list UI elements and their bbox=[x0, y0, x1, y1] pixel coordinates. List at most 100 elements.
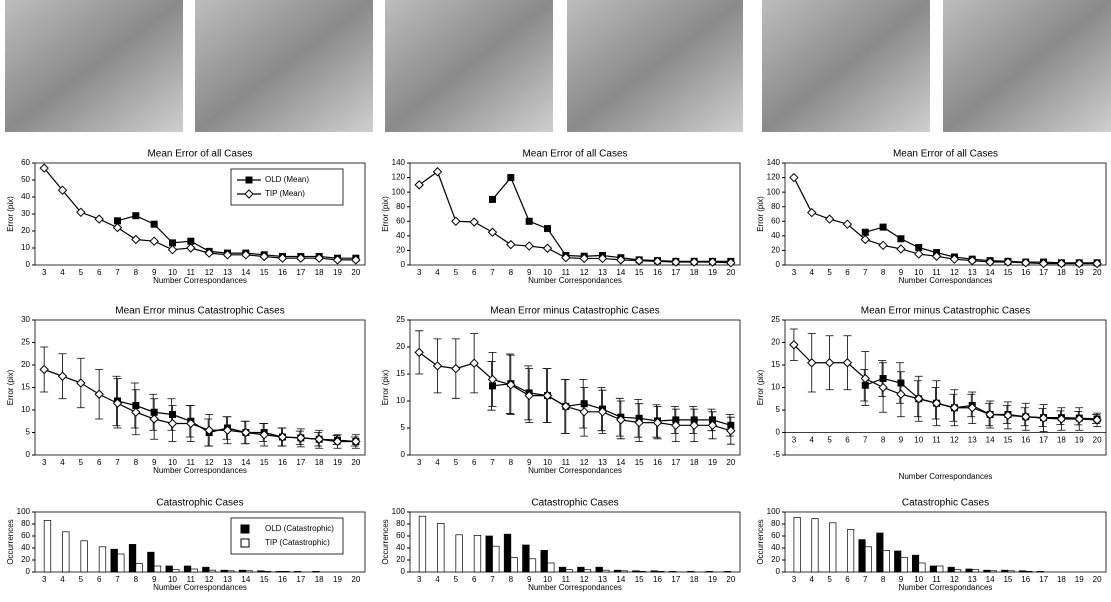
marker bbox=[542, 243, 553, 253]
x-tick-label: 16 bbox=[1021, 436, 1030, 445]
y-tick-label: 80 bbox=[771, 519, 780, 528]
legend-marker bbox=[244, 189, 254, 199]
x-tick-label: 14 bbox=[616, 458, 625, 467]
x-tick-label: 6 bbox=[97, 268, 102, 277]
bar bbox=[613, 569, 622, 573]
chart: Mean Error of all Cases 0 20 40 60 80 100 120 14… bbox=[756, 149, 1107, 285]
photo bbox=[385, 0, 553, 132]
marker bbox=[506, 239, 516, 250]
plot-frame bbox=[409, 511, 741, 573]
x-tick-label: 11 bbox=[932, 575, 941, 584]
marker bbox=[931, 251, 942, 261]
bar bbox=[687, 571, 695, 573]
x-tick-label: 12 bbox=[580, 575, 589, 584]
bar bbox=[929, 565, 937, 573]
x-tick-label: 12 bbox=[580, 458, 589, 467]
y-tick-label: 100 bbox=[17, 507, 31, 516]
marker bbox=[94, 389, 104, 399]
bar bbox=[1001, 569, 1009, 573]
marker bbox=[1074, 258, 1084, 269]
marker bbox=[671, 257, 681, 267]
x-tick-label: 14 bbox=[986, 575, 995, 584]
marker bbox=[707, 257, 718, 267]
x-tick-label: 14 bbox=[616, 268, 625, 277]
x-tick-label: 11 bbox=[187, 268, 196, 277]
x-tick-label: 4 bbox=[60, 458, 65, 467]
x-tick-label: 6 bbox=[472, 268, 477, 277]
marker bbox=[597, 407, 608, 417]
bar bbox=[620, 570, 628, 573]
x-tick-label: 17 bbox=[296, 575, 305, 584]
bar bbox=[312, 571, 320, 573]
x-tick-label: 5 bbox=[454, 575, 459, 584]
chart-title: Catastrophic Cases bbox=[156, 498, 243, 509]
bar bbox=[220, 569, 228, 573]
chart-title: Mean Error minus Catastrophic Cases bbox=[861, 306, 1031, 317]
bar bbox=[418, 515, 427, 573]
x-tick-label: 8 bbox=[134, 458, 139, 467]
x-tick-label: 7 bbox=[490, 458, 495, 467]
photos bbox=[5, 0, 1111, 132]
y-tick-label: 0 bbox=[26, 260, 31, 269]
x-tick-label: 8 bbox=[881, 575, 886, 584]
bar bbox=[918, 562, 926, 573]
chart-title: Catastrophic Cases bbox=[531, 498, 618, 509]
x-tick-label: 9 bbox=[527, 268, 532, 277]
marker bbox=[652, 417, 663, 428]
x-tick-label: 8 bbox=[134, 575, 139, 584]
x-tick-label: 14 bbox=[616, 575, 625, 584]
y-tick-label: 5 bbox=[776, 405, 781, 414]
y-tick-label: 0 bbox=[26, 450, 31, 459]
x-tick-label: 20 bbox=[726, 575, 735, 584]
x-tick-label: 13 bbox=[223, 268, 232, 277]
marker bbox=[985, 409, 995, 420]
plot-frame bbox=[409, 162, 741, 266]
chart: Mean Error of all Cases 0 20 40 60 80 100 120 14… bbox=[381, 149, 741, 285]
chart-title: Mean Error minus Catastrophic Cases bbox=[490, 306, 660, 317]
bar bbox=[847, 529, 855, 573]
x-tick-label: 5 bbox=[827, 268, 832, 277]
x-tick-label: 15 bbox=[635, 575, 644, 584]
x-tick-label: 14 bbox=[986, 268, 995, 277]
y-axis-label: Error (pix) bbox=[381, 196, 390, 232]
bar bbox=[989, 570, 997, 573]
x-tick-label: 9 bbox=[527, 575, 532, 584]
x-tick-label: 20 bbox=[1093, 575, 1102, 584]
legend-marker bbox=[245, 176, 253, 184]
x-tick-label: 17 bbox=[671, 458, 680, 467]
x-tick-label: 16 bbox=[1021, 268, 1030, 277]
marker bbox=[985, 257, 995, 267]
y-tick-label: 120 bbox=[767, 173, 781, 182]
y-tick-label: 15 bbox=[21, 383, 30, 392]
x-tick-label: 8 bbox=[881, 436, 886, 445]
y-tick-label: 20 bbox=[396, 342, 405, 351]
marker bbox=[616, 415, 626, 425]
x-tick-label: 16 bbox=[278, 575, 287, 584]
plot-frame bbox=[784, 511, 1107, 573]
marker bbox=[1021, 412, 1031, 422]
y-tick-label: 40 bbox=[21, 543, 30, 552]
x-tick-label: 4 bbox=[435, 458, 440, 467]
x-tick-label: 20 bbox=[351, 458, 360, 467]
y-tick-label: 60 bbox=[21, 158, 30, 167]
x-tick-label: 6 bbox=[845, 268, 850, 277]
bar bbox=[900, 557, 908, 573]
x-tick-label: 12 bbox=[205, 268, 214, 277]
marker bbox=[579, 253, 589, 264]
x-tick-label: 17 bbox=[671, 268, 680, 277]
marker bbox=[76, 378, 86, 388]
bar bbox=[293, 571, 302, 573]
bar bbox=[165, 565, 173, 573]
x-tick-label: 10 bbox=[914, 575, 923, 584]
x-axis-label: Number Correspondances bbox=[153, 276, 247, 285]
x-tick-label: 12 bbox=[205, 458, 214, 467]
x-tick-label: 13 bbox=[223, 575, 232, 584]
y-tick-label: 140 bbox=[767, 158, 781, 167]
legend-swatch bbox=[240, 538, 250, 548]
bar bbox=[510, 557, 518, 573]
x-tick-label: 13 bbox=[968, 575, 977, 584]
x-tick-label: 19 bbox=[333, 458, 342, 467]
marker bbox=[824, 214, 835, 224]
x-tick-label: 12 bbox=[950, 575, 959, 584]
bar bbox=[558, 566, 567, 573]
